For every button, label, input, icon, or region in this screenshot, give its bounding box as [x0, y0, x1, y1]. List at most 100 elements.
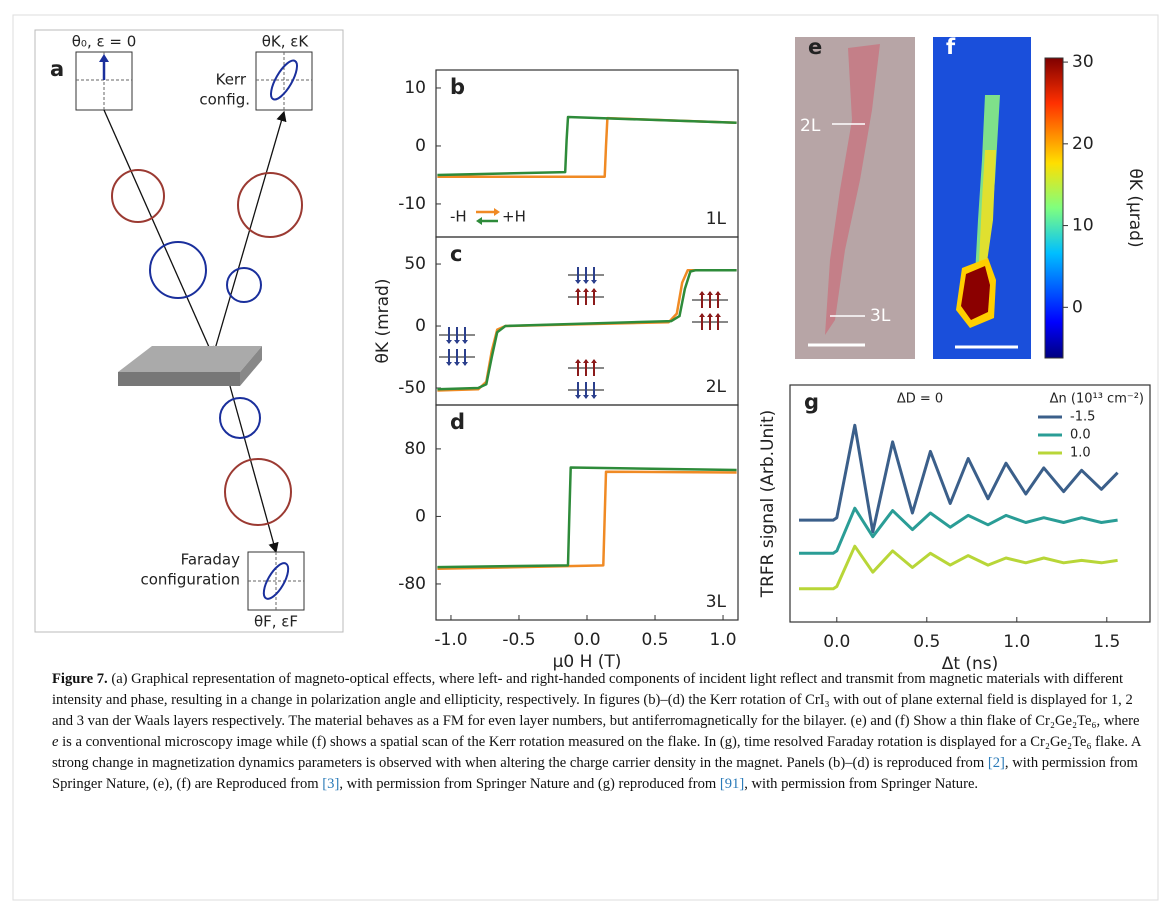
spin-head: [575, 280, 581, 284]
data-line: [437, 115, 737, 177]
config-label: Kerr: [216, 71, 247, 89]
spin-head: [707, 291, 713, 295]
circular-component: [237, 172, 303, 238]
y-tick-label: 50: [404, 254, 426, 274]
x-tick-label: 1.0: [710, 630, 737, 650]
caption-text: , with permission from Springer Nature, …: [52, 755, 1138, 792]
arrowhead: [99, 54, 109, 62]
panel-a: a θ₀, ε = 0 θK, εK Kerr config. Faraday …: [34, 29, 344, 633]
x-tick-label: 0.0: [823, 632, 850, 652]
colorbar-label: θK (μrad): [1125, 168, 1145, 247]
caption-text: , with permission from Springer Nature.: [744, 776, 979, 792]
panel-label: b: [450, 75, 465, 99]
figure-frame: [12, 14, 1159, 901]
x-tick-label: 0.0: [573, 630, 600, 650]
polarization-label: θF, εF: [254, 613, 298, 631]
colorbar-tick-label: 10: [1072, 216, 1094, 236]
reference-link[interactable]: [91]: [719, 776, 745, 792]
legend-label: -1.5: [1070, 410, 1095, 425]
spin-head: [462, 362, 468, 366]
spin-head: [715, 291, 721, 295]
colorbar: [1044, 57, 1064, 359]
layer-label: 2L: [706, 377, 727, 397]
caption: Figure 7. (a) Graphical representation o…: [52, 669, 1142, 795]
polarization-ellipse: [262, 562, 290, 600]
kerr-streak: [979, 150, 996, 262]
panel-label: e: [808, 35, 822, 59]
x-tick-label: -1.0: [434, 630, 467, 650]
sample: [118, 346, 262, 372]
spin-head: [446, 340, 452, 344]
sample-edge: [240, 346, 262, 386]
annotation: ΔD = 0: [897, 392, 943, 407]
data-line: [799, 423, 1119, 534]
data-line: [437, 466, 737, 569]
spin-head: [591, 359, 597, 363]
config-label: Faraday: [181, 551, 241, 569]
polarization-label: θK, εK: [262, 33, 310, 51]
sample-edge: [118, 372, 240, 386]
reference-link[interactable]: [2]: [987, 755, 1005, 771]
panel-label: d: [450, 410, 465, 434]
spin-head: [715, 313, 721, 317]
layer-label: 3L: [870, 306, 891, 326]
layer-label: 3L: [706, 592, 727, 612]
spin-head: [583, 288, 589, 292]
caption-label: Figure 7.: [52, 671, 108, 687]
data-line: [437, 268, 737, 391]
incident-beam: [103, 109, 215, 358]
plot-frame: [789, 384, 1151, 623]
spin-head: [583, 280, 589, 284]
legend-label: -H: [450, 208, 467, 226]
legend-arrowhead: [494, 208, 500, 216]
x-tick-label: 0.5: [913, 632, 940, 652]
caption-text: , with permission from Springer Nature a…: [339, 776, 720, 792]
circular-component: [224, 458, 292, 526]
spin-head: [575, 359, 581, 363]
reflected-beam: [212, 110, 287, 357]
polarization-ellipse: [270, 59, 298, 101]
spin-head: [454, 362, 460, 366]
data-line: [437, 470, 737, 571]
circular-component: [111, 169, 165, 223]
y-tick-label: 0: [415, 506, 426, 526]
kerr-blob: [961, 266, 990, 320]
caption-text: is a conventional microscopy image while…: [52, 734, 1141, 771]
y-tick-label: 10: [404, 78, 426, 98]
reference-link[interactable]: [3]: [322, 776, 340, 792]
caption-text: e: [52, 734, 59, 750]
spin-head: [591, 288, 597, 292]
y-tick-label: 0: [415, 136, 426, 156]
y-tick-label: 80: [404, 439, 426, 459]
colorbar-tick-label: 30: [1072, 52, 1094, 72]
spin-head: [699, 291, 705, 295]
y-tick-label: -50: [398, 378, 426, 398]
layer-label: 1L: [706, 209, 727, 229]
flake: [825, 44, 880, 335]
legend-label: 1.0: [1070, 446, 1091, 461]
spin-head: [699, 313, 705, 317]
x-tick-label: -0.5: [502, 630, 535, 650]
spin-head: [583, 395, 589, 399]
spin-icons: [439, 267, 728, 399]
y-tick-label: -80: [398, 574, 426, 594]
data-line: [437, 116, 737, 178]
panel-label: a: [50, 57, 64, 81]
spin-head: [583, 359, 589, 363]
circular-component: [219, 397, 261, 439]
layer-label: 2L: [800, 116, 821, 136]
spin-head: [707, 313, 713, 317]
config-label: config.: [199, 91, 250, 109]
y-tick-label: -10: [398, 194, 426, 214]
spin-head: [575, 395, 581, 399]
legend-label: +H: [502, 208, 526, 226]
panel-label: c: [450, 242, 462, 266]
panel-f: f θK (μrad): [933, 35, 1145, 359]
panel-e: e 2L 3L: [795, 35, 915, 359]
spin-head: [446, 362, 452, 366]
caption-text: (a) Graphical representation of magneto-…: [52, 671, 1140, 729]
x-tick-label: 1.5: [1093, 632, 1120, 652]
y-axis-label: θK (mrad): [373, 279, 393, 364]
